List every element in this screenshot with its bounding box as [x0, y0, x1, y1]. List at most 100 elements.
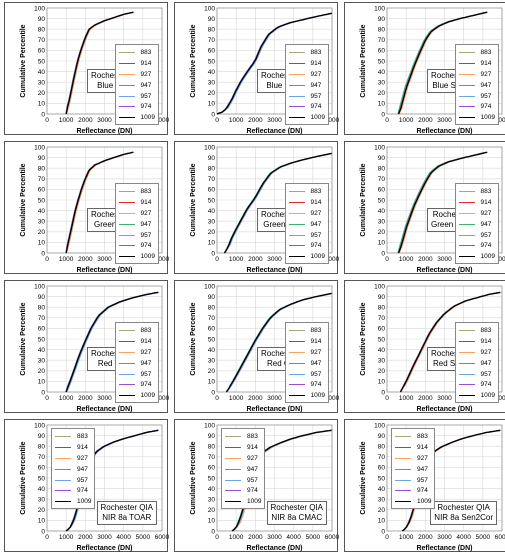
y-tick-label: 90	[38, 433, 46, 440]
legend-label: 883	[77, 432, 88, 440]
y-tick-label: 90	[38, 155, 46, 162]
chart-svg: 0102030405060708090100010002000300040005…	[190, 144, 339, 274]
legend-label: 974	[417, 487, 428, 495]
legend-label: 927	[310, 348, 322, 356]
chart-panel: 0102030405060708090100010002000300040005…	[174, 280, 339, 413]
y-tick-label: 0	[211, 250, 215, 257]
legend-item: 914	[458, 197, 495, 208]
legend-label: 927	[417, 454, 428, 462]
legend-item: 927	[458, 347, 495, 358]
chart-title: Rochester QIA NIR 8a TOAR	[96, 501, 157, 525]
y-axis-label: Cumulative Percentile	[20, 24, 27, 97]
legend-item: 974	[118, 379, 155, 390]
series-line-1009	[65, 151, 134, 254]
x-tick-label: 1000	[399, 256, 414, 263]
legend-label: 927	[480, 348, 492, 356]
legend-label: 927	[480, 70, 492, 78]
y-tick-label: 40	[208, 347, 216, 354]
legend-item: 957	[458, 230, 495, 241]
legend-item: 974	[118, 240, 155, 251]
x-tick-label: 6000	[495, 117, 505, 124]
y-tick-label: 50	[38, 475, 46, 482]
legend-item: 1009	[288, 251, 325, 262]
legend-swatch	[118, 329, 135, 331]
chart-title-line1: Rochester QIA	[100, 503, 153, 512]
legend-item: 974	[55, 485, 91, 496]
x-tick-label: 1000	[59, 395, 74, 402]
series-line-1009	[399, 291, 501, 393]
legend-item: 914	[118, 336, 155, 347]
x-tick-label: 4000	[116, 534, 131, 541]
legend-swatch	[395, 435, 411, 437]
y-tick-label: 100	[34, 144, 45, 151]
legend-item: 1009	[458, 390, 495, 401]
y-tick-label: 90	[208, 16, 216, 23]
legend-item: 883	[55, 431, 91, 442]
legend-item: 927	[288, 69, 325, 80]
legend-item: 883	[288, 186, 325, 197]
y-tick-label: 50	[208, 58, 216, 65]
y-tick-label: 60	[38, 48, 46, 55]
legend-item: 927	[288, 347, 325, 358]
legend-swatch	[395, 457, 411, 459]
legend-item: 914	[458, 336, 495, 347]
x-tick-label: 2000	[418, 534, 433, 541]
legend-item: 974	[118, 101, 155, 112]
y-tick-label: 50	[38, 336, 46, 343]
y-tick-label: 60	[38, 187, 46, 194]
legend-swatch	[458, 373, 475, 375]
legend-label: 883	[310, 326, 322, 334]
legend-swatch	[118, 73, 135, 75]
y-tick-label: 0	[41, 528, 45, 535]
legend-label: 947	[140, 81, 152, 89]
legend-swatch	[458, 212, 475, 214]
y-tick-label: 20	[208, 90, 216, 97]
y-tick-label: 70	[378, 37, 386, 44]
series-line-1009	[397, 151, 488, 254]
legend: 883 914 927 947 957 974 1009	[114, 183, 159, 265]
legend-swatch	[118, 362, 135, 364]
x-tick-label: 2000	[248, 534, 263, 541]
legend: 883 914 927 947 957 974 1009	[114, 44, 159, 126]
chart-svg: 0102030405060708090100010002000300040005…	[20, 283, 169, 413]
legend-label: 914	[310, 198, 322, 206]
legend-label: 947	[310, 220, 322, 228]
legend-swatch	[225, 479, 241, 481]
x-tick-label: 4000	[286, 534, 301, 541]
legend-swatch	[458, 256, 475, 258]
y-axis-label: Cumulative Percentile	[20, 441, 27, 514]
y-tick-label: 60	[38, 326, 46, 333]
y-tick-label: 40	[378, 486, 386, 493]
legend-label: 957	[310, 370, 322, 378]
legend-label: 927	[140, 209, 152, 217]
legend-item: 927	[458, 69, 495, 80]
y-tick-label: 40	[208, 486, 216, 493]
legend-label: 927	[480, 209, 492, 217]
legend-label: 1009	[310, 114, 325, 122]
x-tick-label: 1000	[59, 117, 74, 124]
legend-swatch	[55, 457, 71, 459]
y-tick-label: 60	[208, 187, 216, 194]
legend-label: 914	[417, 443, 428, 451]
chart-panel: 0102030405060708090100010002000300040005…	[4, 141, 169, 274]
legend-swatch	[288, 373, 305, 375]
legend-label: 974	[480, 103, 492, 111]
legend-item: 914	[288, 336, 325, 347]
legend-item: 1009	[458, 251, 495, 262]
legend-label: 947	[480, 81, 492, 89]
y-tick-label: 0	[381, 528, 385, 535]
y-tick-label: 30	[208, 358, 216, 365]
chart-panel: 0102030405060708090100010002000300040005…	[174, 2, 339, 135]
y-tick-label: 60	[38, 465, 46, 472]
legend-swatch	[288, 117, 305, 119]
x-tick-label: 3000	[437, 117, 452, 124]
legend-item: 883	[225, 431, 261, 442]
legend-label: 947	[480, 220, 492, 228]
legend-swatch	[225, 490, 241, 492]
legend-item: 914	[118, 58, 155, 69]
legend-item: 927	[288, 208, 325, 219]
series-line-1009	[397, 11, 488, 115]
legend-item: 947	[288, 219, 325, 230]
legend-swatch	[225, 501, 241, 503]
legend-item: 1009	[118, 390, 155, 401]
